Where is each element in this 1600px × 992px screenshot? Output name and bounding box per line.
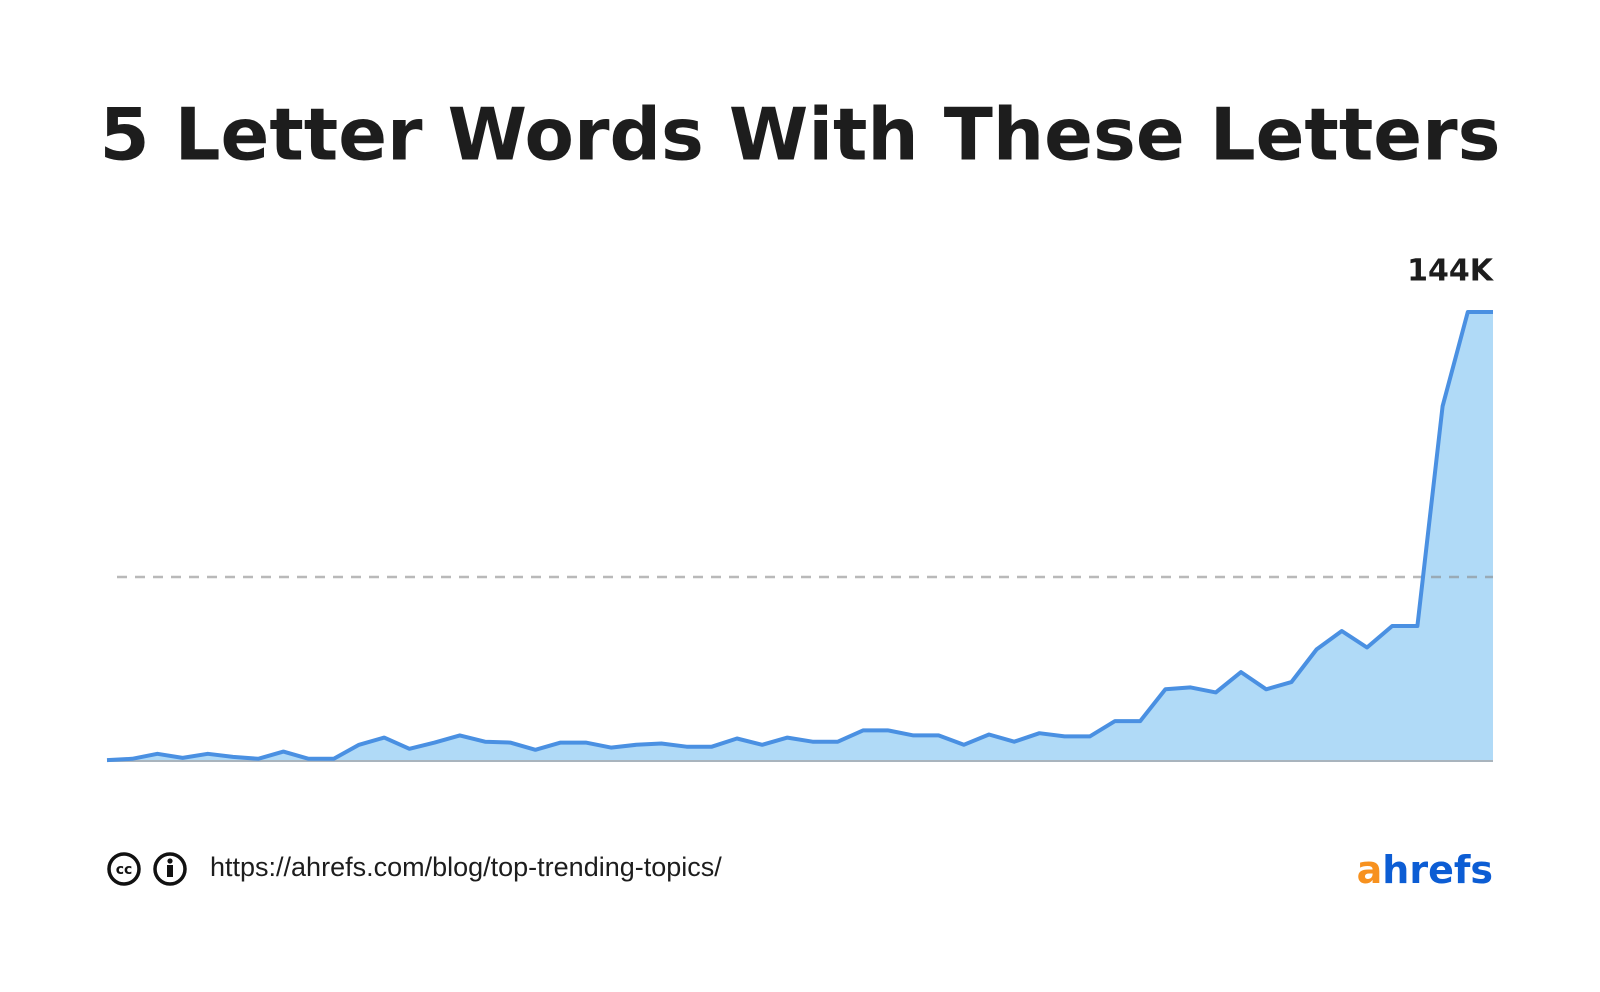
value-label: 144K (1407, 254, 1495, 289)
area-fill (107, 312, 1493, 761)
brand-logo: ahrefs (1357, 848, 1493, 892)
cc-icon: cc (107, 852, 141, 886)
source-url: https://ahrefs.com/blog/top-trending-top… (210, 852, 722, 882)
area-line (106, 310, 1493, 763)
chart-title: 5 Letter Words With These Letters (100, 93, 1501, 177)
by-icon (153, 852, 187, 886)
svg-text:cc: cc (116, 862, 133, 878)
